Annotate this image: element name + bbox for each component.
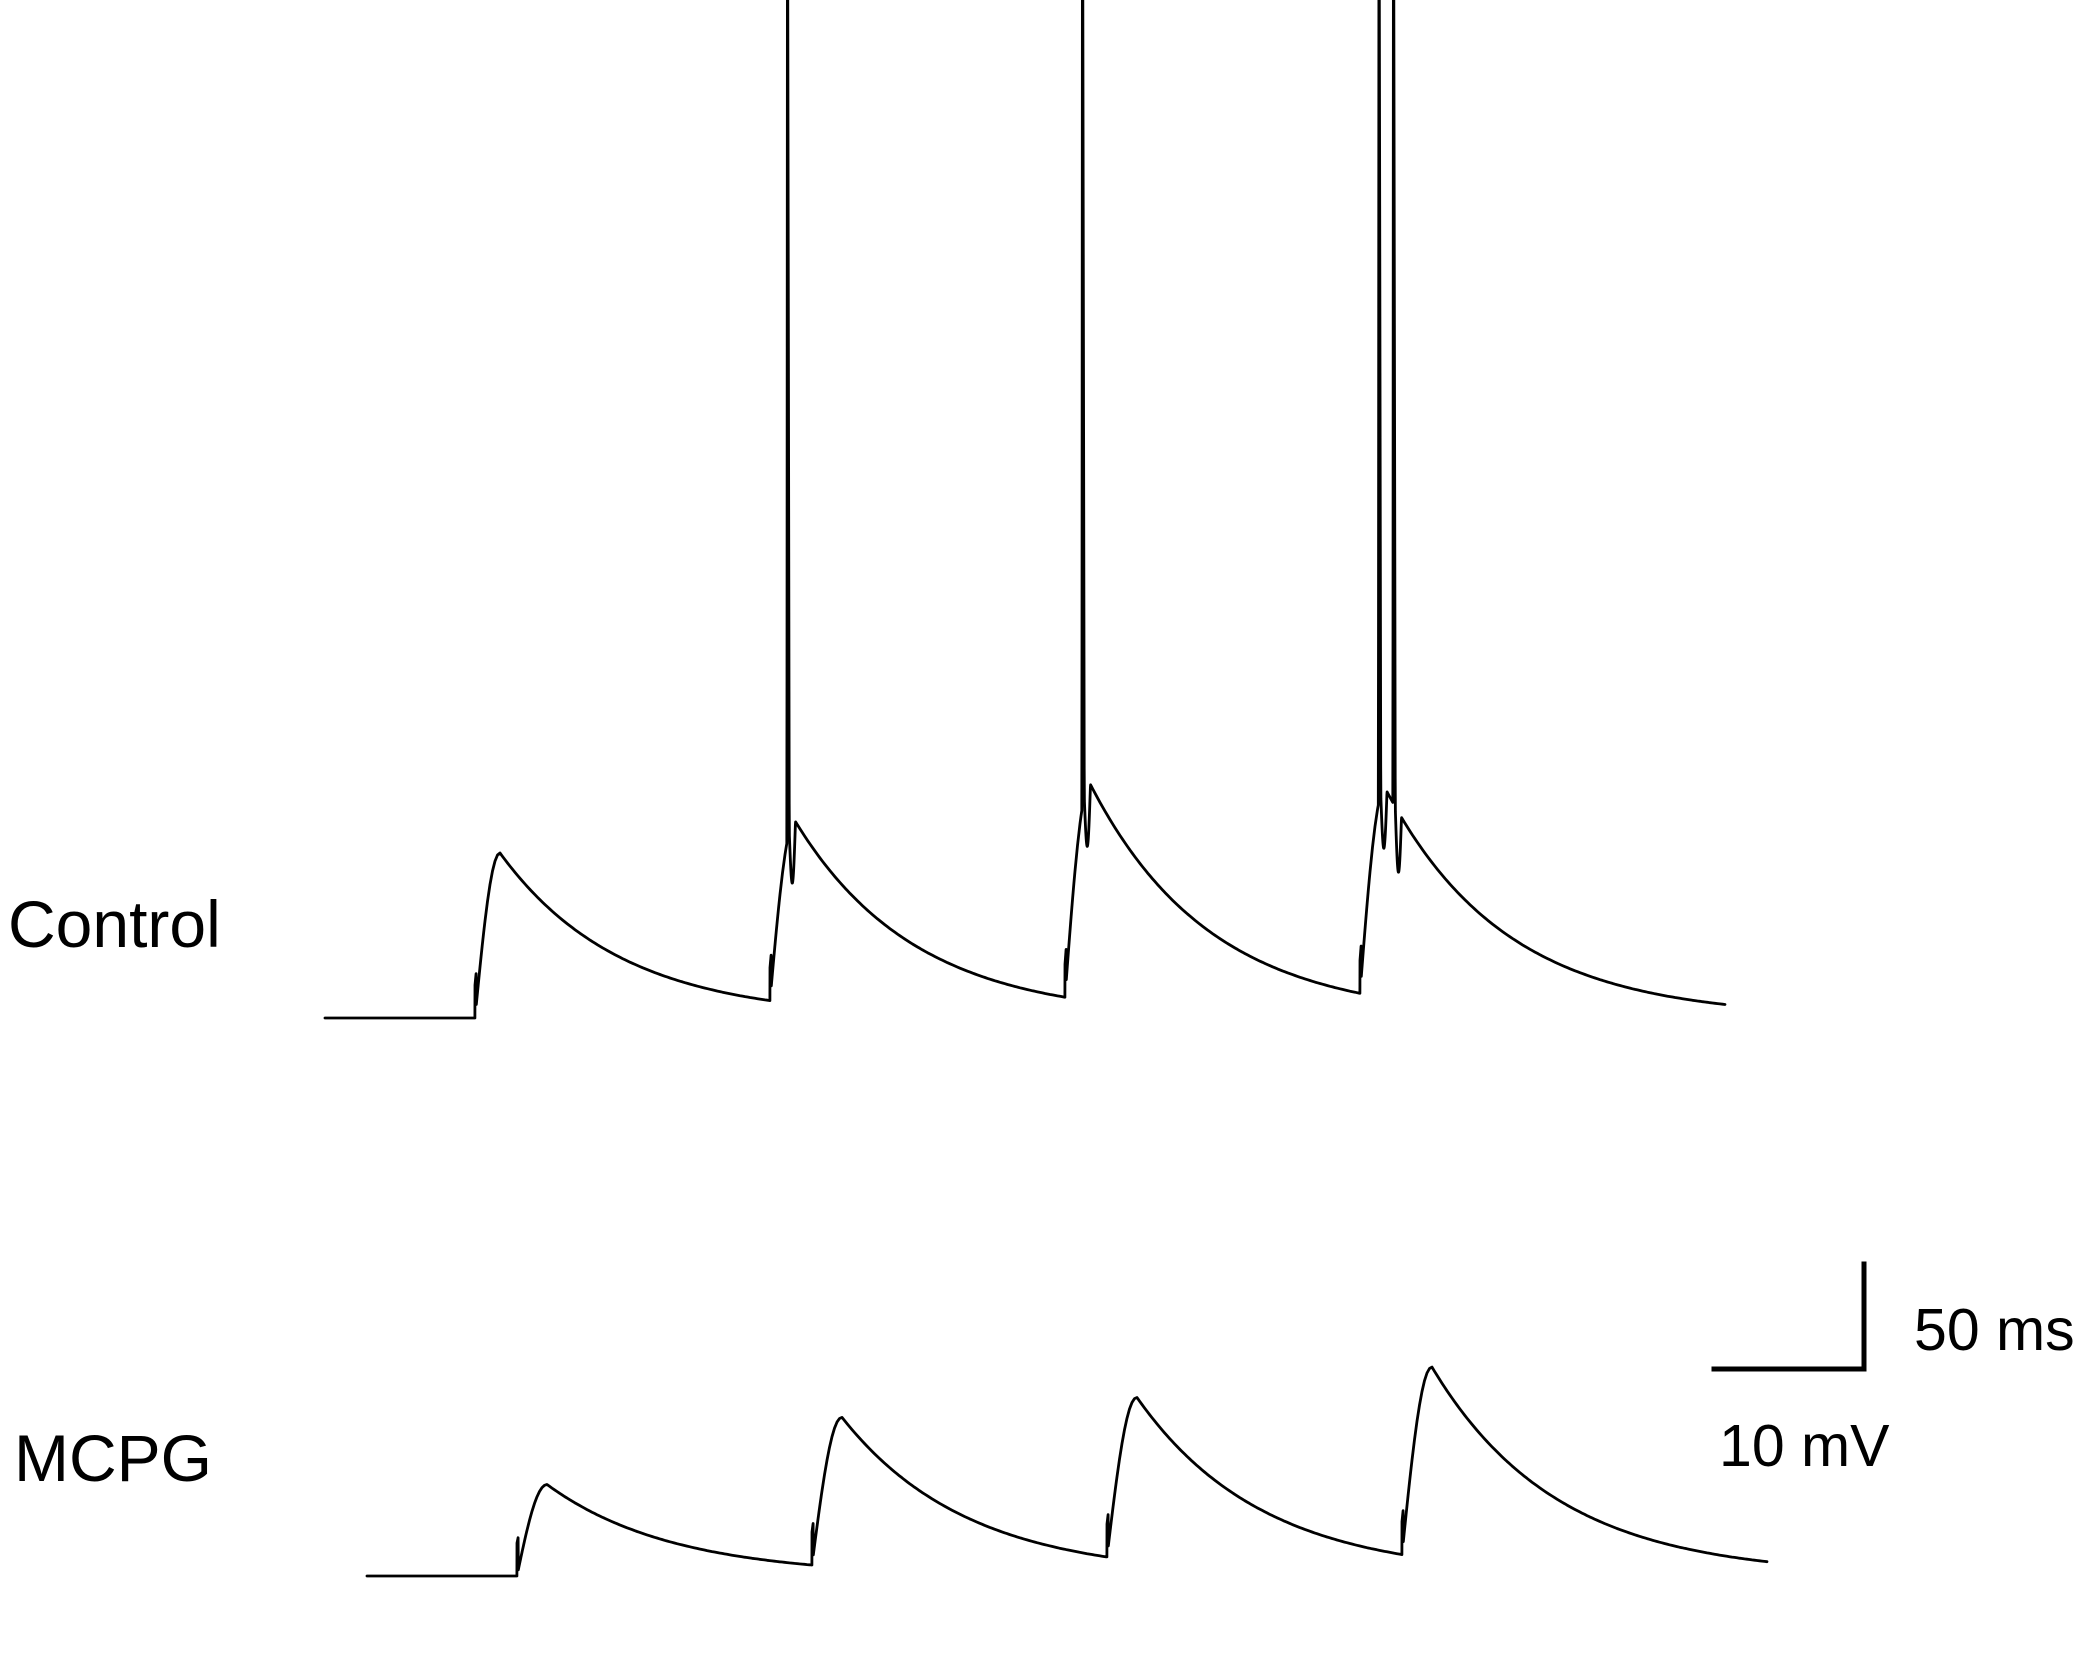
scale-bar-line [1711, 1261, 1867, 1372]
trace-mcpg [365, 1365, 1769, 1578]
scale-bar: 50 ms 10 mV [1711, 1261, 2075, 1479]
label-control: Control [8, 887, 221, 961]
trace-control [323, 0, 1727, 1020]
label-mcpg: MCPG [14, 1421, 212, 1495]
scale-time-label: 50 ms [1914, 1297, 2075, 1363]
scale-voltage-label: 10 mV [1719, 1413, 1890, 1479]
traces [323, 0, 1769, 1578]
